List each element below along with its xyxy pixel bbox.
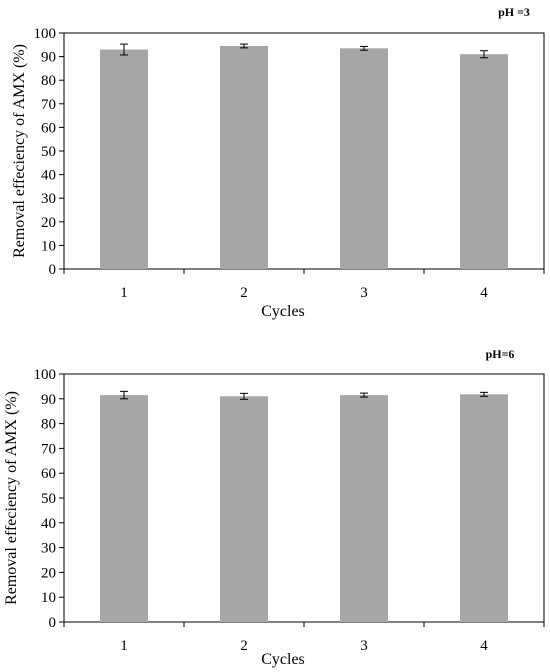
y-tick-label: 70 — [41, 97, 56, 113]
x-tick-label: 4 — [480, 285, 488, 301]
y-tick-label: 50 — [41, 144, 56, 160]
x-tick-label: 1 — [120, 285, 128, 301]
y-tick-label: 100 — [34, 26, 57, 42]
chart-marks: 0 10 20 30 40 50 60 70 80 90 100 1 2 3 4 — [34, 26, 545, 301]
y-axis-title: Removal effeciency of AMX (%) — [11, 44, 28, 258]
x-tick-label: 3 — [360, 285, 368, 301]
x-tick-label: 4 — [480, 638, 488, 654]
y-tick-label: 30 — [41, 541, 56, 557]
x-axis-title: Cycles — [261, 651, 305, 668]
y-tick-label: 90 — [41, 50, 56, 66]
chart-annotation: pH =3 — [498, 5, 530, 19]
y-tick-label: 50 — [41, 491, 56, 507]
bar — [220, 396, 268, 622]
y-tick-label: 80 — [41, 417, 56, 433]
y-tick-label: 10 — [41, 238, 56, 254]
x-tick-label: 2 — [240, 638, 248, 654]
y-tick-label: 40 — [41, 168, 56, 184]
x-tick-label: 2 — [240, 285, 248, 301]
x-tick-label: 3 — [360, 638, 368, 654]
y-tick-label: 60 — [41, 466, 56, 482]
y-tick-label: 70 — [41, 441, 56, 457]
y-tick-label: 10 — [41, 590, 56, 606]
bar — [100, 395, 148, 622]
bar — [460, 54, 508, 269]
y-tick-label: 0 — [49, 262, 57, 278]
y-tick-label: 30 — [41, 191, 56, 207]
bar — [340, 395, 388, 622]
x-axis-title: Cycles — [261, 303, 305, 320]
y-tick-label: 40 — [41, 516, 56, 532]
chart-ph3: pH =3 Cycles Removal effeciency of AMX (… — [11, 5, 545, 320]
y-tick-label: 80 — [41, 73, 56, 89]
x-tick-label: 1 — [120, 638, 128, 654]
y-tick-label: 20 — [41, 215, 56, 231]
chart-ph6: pH=6 Cycles Removal effeciency of AMX (%… — [3, 347, 545, 668]
bar — [220, 45, 268, 270]
chart-marks: 0 10 20 30 40 50 60 70 80 90 100 1 2 3 4 — [34, 367, 545, 654]
y-tick-label: 0 — [49, 615, 57, 631]
chart-annotation: pH=6 — [486, 347, 515, 361]
bar — [460, 394, 508, 622]
bar — [340, 48, 388, 270]
y-tick-label: 20 — [41, 565, 56, 581]
y-axis-title: Removal effeciency of AMX (%) — [3, 391, 20, 605]
y-tick-label: 60 — [41, 120, 56, 136]
bar — [100, 49, 148, 269]
y-tick-label: 90 — [41, 392, 56, 408]
y-tick-label: 100 — [34, 367, 57, 383]
